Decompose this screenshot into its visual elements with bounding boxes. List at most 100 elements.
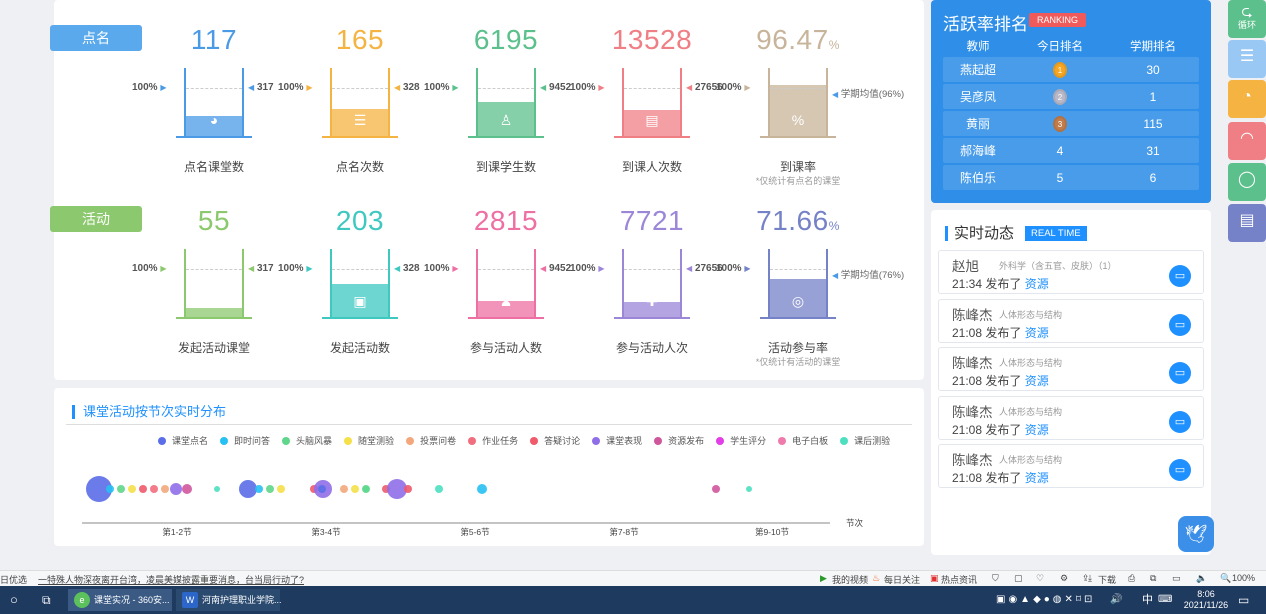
bubble-point[interactable]	[266, 485, 274, 493]
folder-icon[interactable]: ▭	[1169, 362, 1191, 384]
window-icon[interactable]: ▭	[1172, 573, 1181, 583]
pie-chart-button[interactable]: ◔	[1228, 80, 1266, 118]
zoom-level[interactable]: 100%	[1232, 573, 1256, 583]
bubble-point[interactable]	[86, 476, 112, 502]
bubble-point[interactable]	[214, 486, 220, 492]
bubble-point[interactable]	[387, 479, 407, 499]
feed-object-link[interactable]: 资源	[1024, 277, 1049, 291]
bubble-point[interactable]	[712, 485, 720, 493]
bubble-point[interactable]	[277, 485, 285, 493]
loop-button[interactable]: ⮎ 循环	[1228, 0, 1266, 38]
taskbar-app-360[interactable]: e 课堂实况 - 360安...	[68, 589, 172, 611]
folder-icon[interactable]: ▭	[1169, 410, 1191, 433]
bubble-point[interactable]	[128, 485, 136, 493]
taskbar-app-word[interactable]: W 河南护理职业学院...	[176, 589, 282, 611]
ranking-row[interactable]: 燕起超 1 30	[943, 57, 1199, 82]
keyboard-icon[interactable]: ⌨	[1158, 594, 1173, 605]
x-tick-label: 第5-6节	[460, 527, 490, 537]
bubble-point[interactable]	[435, 485, 443, 493]
bubble-point[interactable]	[351, 485, 359, 493]
copy-icon[interactable]: ⧉	[1150, 573, 1157, 583]
distribution-panel: 课堂活动按节次实时分布 课堂点名 即时问答 头脑风暴 随堂测验 投票问卷 作业任务 答疑讨论…	[54, 388, 924, 546]
cortana-icon[interactable]: ○	[10, 592, 18, 607]
stat-glyph-icon: ♙	[499, 112, 513, 128]
bubble-point[interactable]	[746, 486, 752, 492]
stat-max-line	[186, 269, 242, 270]
bubble-point[interactable]	[139, 485, 147, 493]
browser-left-label[interactable]: 日优选	[0, 575, 28, 585]
ranking-row[interactable]: 黄丽 3 115	[943, 111, 1199, 136]
ranking-header: 教师 今日排名 学期排名	[943, 38, 1199, 54]
feed-item[interactable]: 陈峰杰 人体形态与结构 21:08 发布了 资源 ▭	[938, 298, 1204, 343]
daily-follow-link[interactable]: 每日关注	[884, 575, 921, 585]
clock[interactable]: 8:06 2021/11/26	[1178, 589, 1234, 611]
bird-logo-icon[interactable]: 🕊	[1178, 516, 1214, 552]
stat-card: 7721 ✚ 100% ▶ ◀ 27656 参与活动人次	[570, 187, 723, 367]
feed-item[interactable]: 赵旭 外科学（含五官、皮肤）（1） 21:34 发布了 资源 ▭	[938, 250, 1204, 294]
ranking-row[interactable]: 陈伯乐 5 6	[943, 165, 1199, 190]
gauge-button[interactable]: ◠	[1228, 122, 1266, 160]
legend-item[interactable]: 课后测验	[840, 434, 890, 447]
folder-icon[interactable]: ▭	[1169, 313, 1191, 336]
bubble-point[interactable]	[404, 485, 412, 493]
legend-item[interactable]: 头脑风暴	[282, 434, 332, 447]
legend-item[interactable]: 课堂点名	[158, 434, 208, 447]
feed-object-link[interactable]: 资源	[1024, 325, 1049, 340]
legend-item[interactable]: 课堂表现	[592, 434, 642, 447]
notification-icon[interactable]: ▭	[1238, 593, 1250, 607]
feed-object-link[interactable]: 资源	[1024, 471, 1049, 485]
my-video-link[interactable]: 我的视频	[832, 575, 869, 585]
ime-indicator[interactable]: 中	[1142, 594, 1153, 606]
task-view-icon[interactable]: ⧉	[42, 593, 51, 607]
feed-object-link[interactable]: 资源	[1024, 374, 1049, 388]
shield-icon[interactable]: ⛉	[992, 573, 999, 583]
list-button[interactable]: ☰	[1228, 40, 1266, 78]
ring-chart-button[interactable]: ◯	[1228, 163, 1266, 201]
bubble-point[interactable]	[170, 483, 182, 495]
volume-icon[interactable]: 🔈	[1196, 573, 1208, 583]
bubble-point[interactable]	[150, 485, 158, 493]
legend-item[interactable]: 电子白板	[778, 434, 828, 447]
legend-item[interactable]: 投票问卷	[406, 434, 456, 447]
bubble-point[interactable]	[477, 484, 487, 494]
bubble-point[interactable]	[117, 485, 125, 493]
bubble-point[interactable]	[362, 485, 370, 493]
ranking-row[interactable]: 吴彦凤 2 1	[943, 84, 1199, 109]
bubble-point[interactable]	[161, 485, 169, 493]
share-icon[interactable]: ⇪	[1082, 573, 1090, 583]
print-icon[interactable]: ⎙	[1128, 573, 1136, 583]
download-link[interactable]: 下载	[1098, 575, 1117, 585]
legend-item[interactable]: 答疑讨论	[530, 434, 580, 447]
stat-max-line	[478, 88, 534, 89]
bubble-point[interactable]	[255, 485, 263, 493]
stat-average-label: ◀ 学期均值(96%)	[832, 89, 905, 100]
legend-item[interactable]: 资源发布	[654, 434, 704, 447]
hot-news-link[interactable]: 热点资讯	[941, 575, 978, 585]
feed-item[interactable]: 陈峰杰 人体形态与结构 21:08 发布了 资源 ▭	[938, 395, 1204, 440]
legend-item[interactable]: 学生评分	[716, 434, 766, 447]
system-tray-icons[interactable]: ▣◉▲◆●◍✕⌑⊡	[996, 594, 1096, 605]
speaker-icon[interactable]: 🔊	[1110, 594, 1123, 605]
stat-name: 到课学生数	[475, 160, 536, 174]
settings-icon[interactable]: ⚙	[1060, 573, 1069, 583]
bubble-point[interactable]	[340, 485, 348, 493]
legend-item[interactable]: 随堂测验	[344, 434, 394, 447]
news-link[interactable]: 一特殊人物深夜离开台湾，凌晨美媒披露重要消息，台当局行动了?	[38, 575, 305, 585]
bubble-point[interactable]	[318, 485, 326, 493]
feed-object-link[interactable]: 资源	[1024, 422, 1049, 437]
feed-item[interactable]: 陈峰杰 人体形态与结构 21:08 发布了 资源 ▭	[938, 347, 1204, 391]
folder-icon[interactable]: ▭	[1169, 265, 1191, 287]
bubble-point[interactable]	[106, 485, 114, 493]
document-button[interactable]: ▤	[1228, 204, 1266, 242]
heart-icon[interactable]: ♡	[1036, 573, 1045, 583]
bubble-point[interactable]	[239, 480, 257, 498]
legend-item[interactable]: 作业任务	[468, 434, 518, 447]
bubble-point[interactable]	[182, 484, 192, 494]
image-icon[interactable]: ▢	[1014, 573, 1023, 583]
folder-icon[interactable]: ▭	[1169, 459, 1191, 481]
ranking-title: 活跃率排名	[943, 15, 1028, 34]
ranking-row[interactable]: 郝海峰 4 31	[943, 138, 1199, 163]
feed-action: 发布了	[985, 374, 1022, 388]
legend-item[interactable]: 即时问答	[220, 434, 270, 447]
feed-item[interactable]: 陈峰杰 人体形态与结构 21:08 发布了 资源 ▭	[938, 444, 1204, 488]
